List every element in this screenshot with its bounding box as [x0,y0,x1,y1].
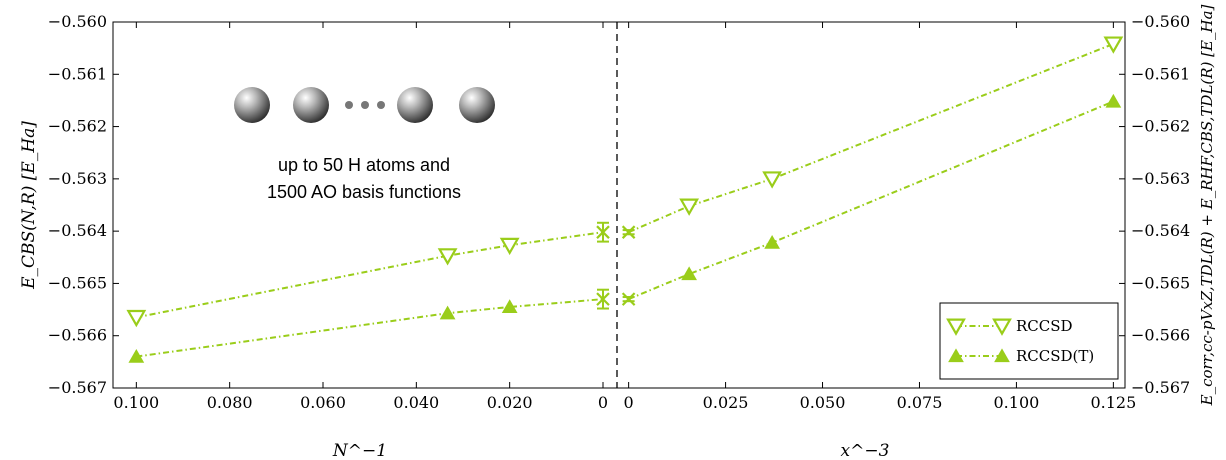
x-tick-label-left: 0.080 [207,393,253,412]
rccsd-t-marker [994,348,1010,363]
rccsd-marker [437,248,458,266]
rccsd-line [628,43,1114,234]
x-tick-label-left: 0.040 [393,393,439,412]
y-axis-left: −0.560 −0.561 −0.562 −0.563 −0.564 −0.565 −0.5… [48,12,119,397]
y-tick-label-left: −0.565 [48,273,107,292]
rccsd-t-marker [948,348,964,363]
h-atom-sphere [459,87,495,123]
rccsd-t-marker [439,305,456,320]
x-tick-label-right: 0 [624,393,634,412]
extrapolated-marker [621,292,636,306]
y-tick-label-left: −0.561 [48,64,107,83]
h-atom-sphere [293,87,329,123]
rccsd-t-marker [501,299,518,314]
y-tick-label-right: −0.566 [1131,326,1190,345]
y-tick-label-right: −0.567 [1131,378,1190,397]
annotation-line-1: up to 50 H atoms and [278,155,450,175]
annotation-line-2: 1500 AO basis functions [267,182,461,202]
y-axis-right: −0.560 −0.561 −0.562 −0.563 −0.564 −0.565 −0.5… [1119,12,1190,397]
rccsd-marker [762,171,783,189]
x-tick-label-left: 0 [598,393,608,412]
y-tick-label-right: −0.565 [1131,273,1190,292]
y-tick-label-right: −0.564 [1131,221,1190,240]
x-tick-label-right: 0.100 [994,393,1040,412]
y-axis-right-label: E_corr,cc-pVxZ,TDL(R) + E_RHF,CBS,TDL(R)… [1198,4,1216,406]
extrapolated-marker [596,292,610,306]
series-layer [126,36,1124,363]
rccsd-marker [126,309,147,328]
y-tick-label-left: −0.566 [48,326,107,345]
rccsd-t-line [136,298,604,358]
extrapolated-marker [621,225,636,239]
rccsd-line [136,231,604,319]
legend-label: RCCSD(T) [1016,347,1094,365]
y-tick-label-left: −0.563 [48,169,107,188]
rccsd-marker [946,318,966,336]
x-tick-label-right: 0.125 [1090,393,1136,412]
ellipsis-dot [361,101,369,109]
y-tick-label-right: −0.562 [1131,117,1190,136]
y-axis-left-label: E_CBS(N,R) [E_Ha] [19,121,39,290]
rccsd-marker [679,198,700,216]
y-tick-label-right: −0.563 [1131,169,1190,188]
y-tick-label-left: −0.567 [48,378,107,397]
rccsd-t-marker [128,348,145,363]
legend-box [939,302,1119,380]
legend-label: RCCSD [1016,317,1073,335]
x-tick-label-left: 0.100 [113,393,159,412]
hydrogen-chain-illustration [234,87,495,123]
y-tick-label-right: −0.560 [1131,12,1190,31]
x-tick-label-left: 0.060 [300,393,346,412]
x-tick-label-right: 0.075 [897,393,943,412]
plot-frame [112,21,1126,389]
x-tick-label-left: 0.020 [487,393,533,412]
x-tick-label-right: 0.050 [800,393,846,412]
rccsd-marker [499,237,520,256]
y-tick-label-left: −0.564 [48,221,107,240]
x-axis-left-label: N^−1 [332,441,387,460]
h-atom-sphere [397,87,433,123]
y-tick-label-left: −0.560 [48,12,107,31]
rccsd-t-marker [1105,93,1122,108]
rccsd-marker [992,318,1012,336]
x-tick-label-right: 0.025 [703,393,749,412]
extrapolated-marker [596,225,610,239]
ellipsis-dot [377,101,385,109]
x-axis-right-label: x^−3 [841,441,890,460]
rccsd-t-line [628,100,1114,301]
rccsd-t-marker [764,234,780,249]
rccsd-marker [1103,36,1124,54]
ellipsis-dot [345,101,353,109]
legend: RCCSD RCCSD(T) [939,302,1119,380]
h-atom-sphere [234,87,270,123]
x-axis-ticks: 0.100 0.080 0.060 0.040 0.020 0 0 0.025 0.050 0.0… [113,22,1136,412]
y-tick-label-right: −0.561 [1131,64,1190,83]
y-tick-label-left: −0.562 [48,117,107,136]
rccsd-t-marker [681,266,697,281]
